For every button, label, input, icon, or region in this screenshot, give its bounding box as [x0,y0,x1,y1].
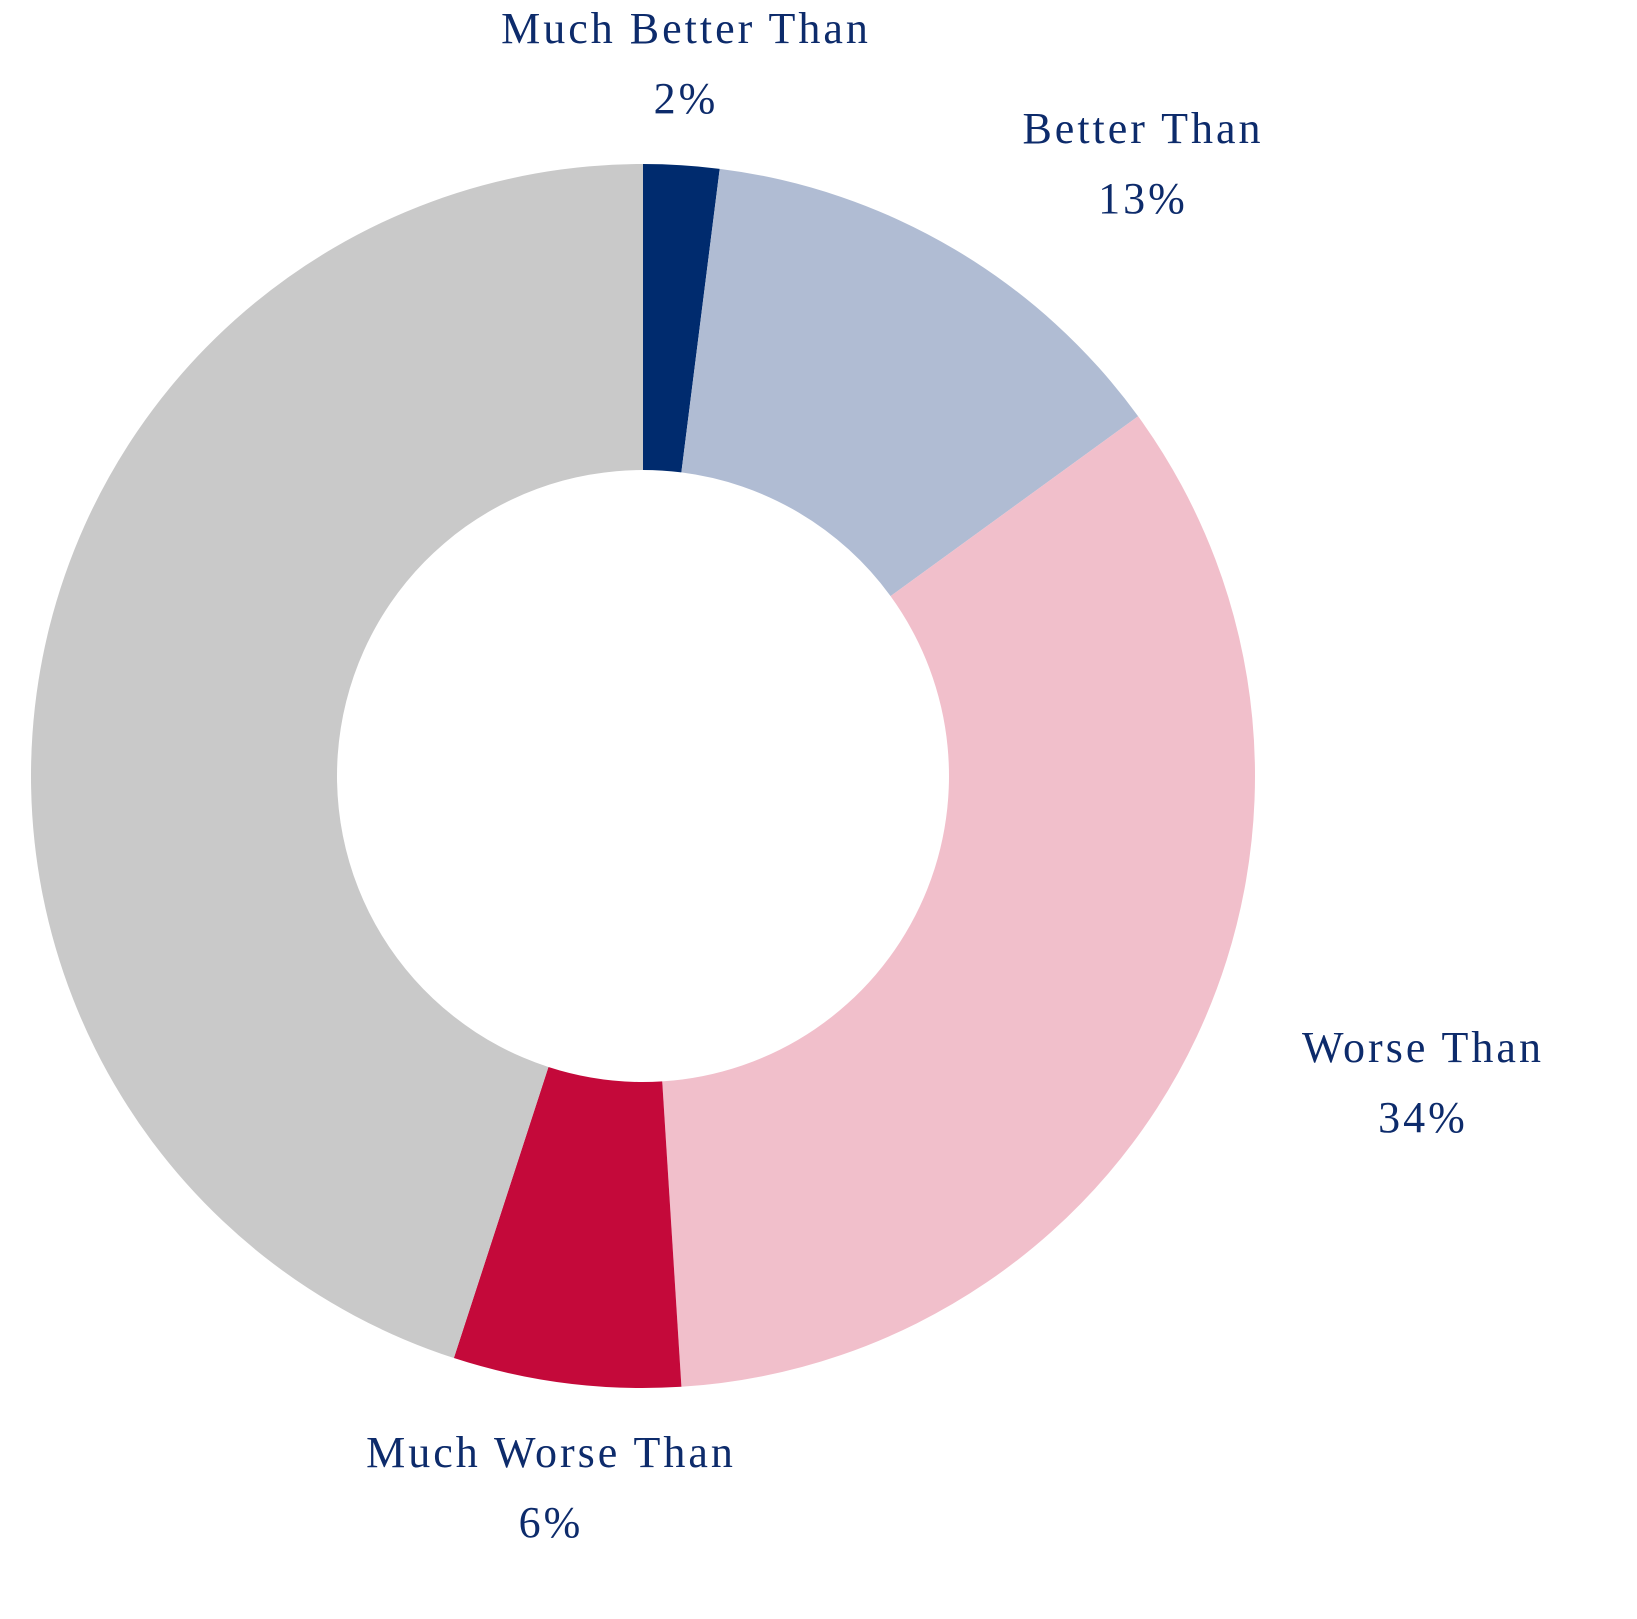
donut-segment [31,164,644,1359]
value-label: 13% [1098,174,1188,223]
value-label: 6% [519,1498,584,1547]
segment-label: Worse Than [1302,1023,1544,1072]
donut-segment [453,1067,682,1388]
donut-segment [681,168,1139,597]
value-label: 2% [654,74,719,123]
segment-label: Much Better Than [501,4,871,53]
donut-segment [662,416,1255,1387]
segment-label: Better Than [1022,104,1263,153]
value-label: 34% [1378,1093,1468,1142]
donut-segment [643,164,720,473]
segment-label: Much Worse Than [366,1428,736,1477]
